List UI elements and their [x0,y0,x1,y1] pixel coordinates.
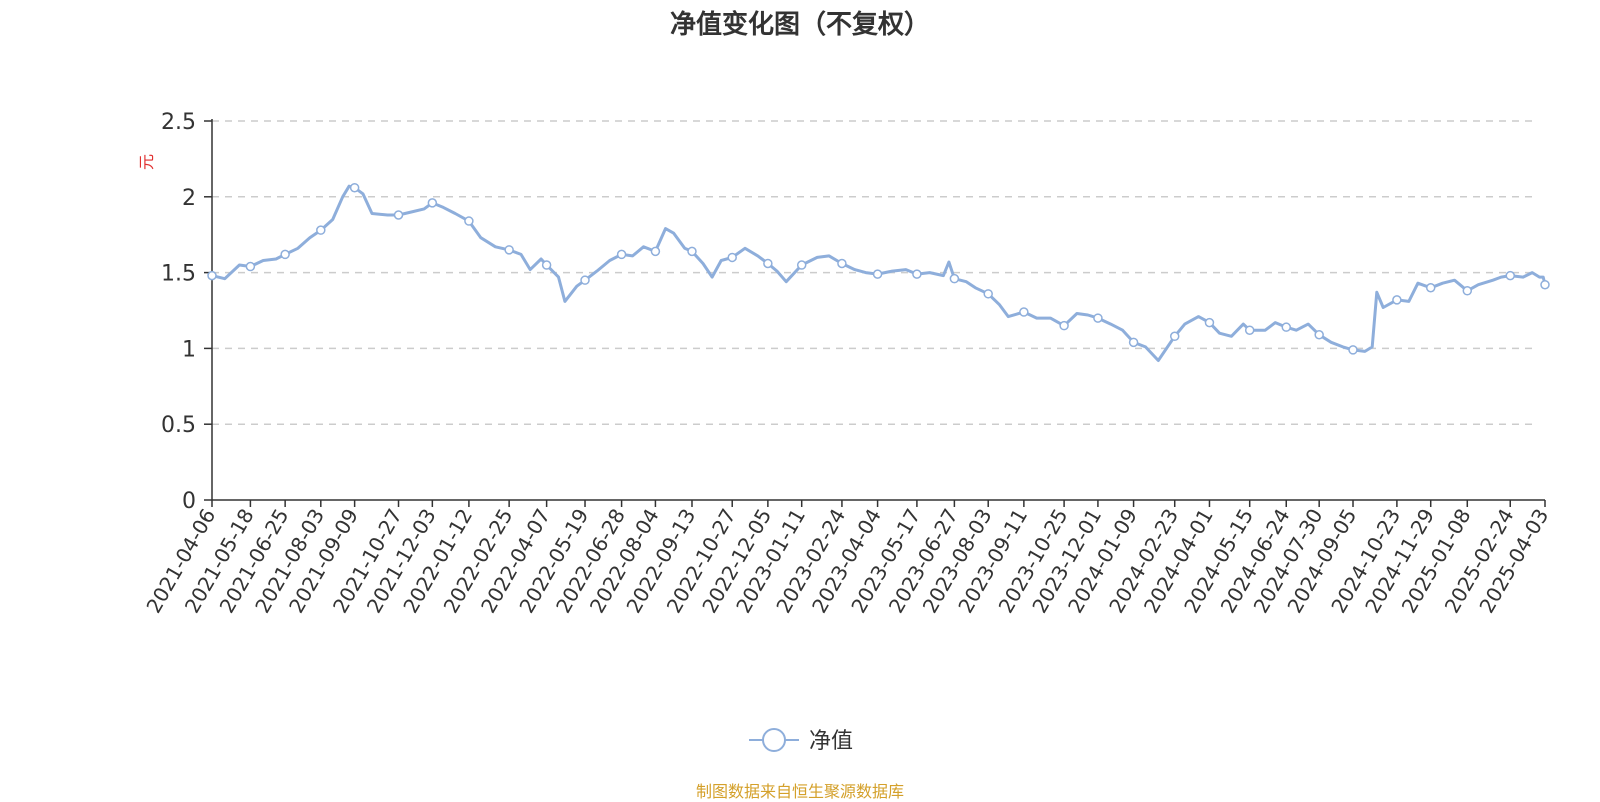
y-tick-label: 0 [182,489,196,514]
data-point-marker [1540,279,1550,290]
legend-label: 净值 [809,729,853,754]
y-tick-label: 2.5 [161,110,196,135]
data-point-marker [1169,331,1180,342]
data-point-marker [763,258,773,269]
data-point-marker [1059,320,1069,331]
data-point-marker [464,216,474,226]
y-tick-label: 1.5 [161,262,196,287]
data-point-marker [1348,345,1358,355]
data-point-marker [427,198,438,208]
data-point-marker [393,210,404,220]
data-point-marker [983,289,993,299]
data-point-marker [349,182,360,193]
y-tick-label: 0.5 [161,413,196,438]
data-point-marker [1128,337,1139,348]
data-point-marker [1019,307,1029,317]
data-point-marker [1314,330,1324,340]
data-point-marker [541,260,552,270]
data-point-marker [1462,286,1473,296]
legend[interactable]: 净值 [749,728,853,754]
data-point-marker [580,275,590,285]
legend-circle-marker [762,728,786,752]
y-axis-label: 元 [137,154,156,170]
data-point-marker [1425,283,1436,293]
data-point-marker [1204,317,1215,328]
data-point-marker [616,249,627,260]
data-point-marker [837,258,847,269]
data-point-marker [1281,322,1292,332]
data-point-marker [872,269,883,279]
data-point-marker [727,252,737,263]
data-point-marker [1244,325,1255,335]
data-point-marker [650,246,661,257]
data-source-note: 制图数据来自恒生聚源数据库 [695,782,904,801]
series-layer [207,182,1550,362]
data-point-marker [949,273,960,284]
data-point-marker [207,270,217,281]
data-point-marker [504,245,514,255]
data-point-marker [280,249,290,260]
y-tick-label: 2 [182,186,196,211]
data-point-marker [1093,313,1103,323]
data-point-marker [796,260,807,270]
data-point-marker [1392,295,1402,305]
data-point-marker [687,246,697,257]
chart-title: 净值变化图（不复权） [669,10,930,40]
data-point-marker [245,261,256,272]
data-point-marker [316,225,326,235]
y-tick-label: 1 [182,337,196,362]
data-point-marker [1505,270,1516,281]
data-point-marker [912,269,922,279]
